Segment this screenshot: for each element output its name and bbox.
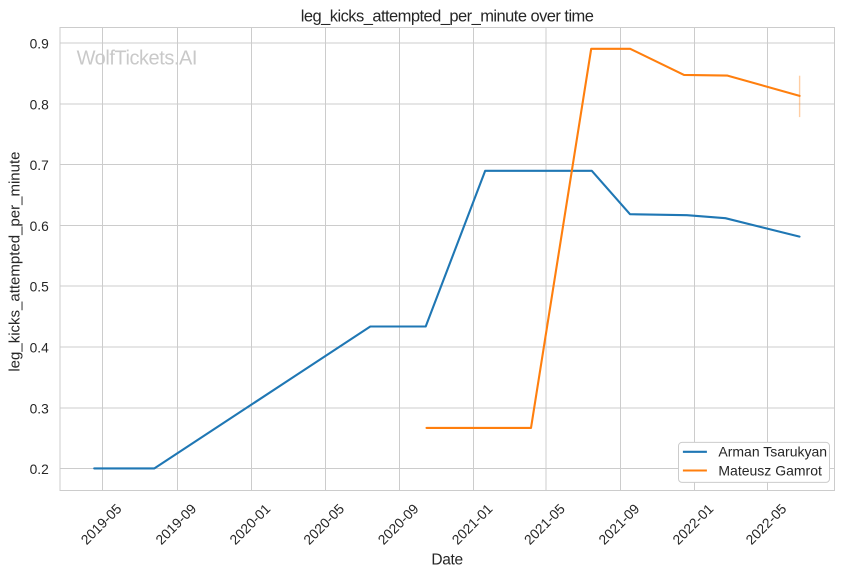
svg-text:0.5: 0.5 [30, 280, 50, 295]
svg-text:WolfTickets.AI: WolfTickets.AI [77, 47, 197, 69]
svg-text:leg_kicks_attempted_per_minute: leg_kicks_attempted_per_minute [7, 152, 24, 372]
svg-text:Arman Tsarukyan: Arman Tsarukyan [718, 444, 827, 460]
svg-text:0.6: 0.6 [30, 219, 50, 234]
svg-text:Date: Date [431, 552, 463, 569]
svg-text:0.2: 0.2 [30, 462, 49, 477]
svg-text:leg_kicks_attempted_per_minute: leg_kicks_attempted_per_minute over time [301, 7, 594, 25]
svg-text:Mateusz Gamrot: Mateusz Gamrot [718, 462, 822, 478]
svg-text:0.7: 0.7 [30, 158, 49, 173]
svg-text:0.4: 0.4 [30, 341, 50, 356]
svg-text:0.3: 0.3 [30, 401, 50, 416]
svg-text:0.9: 0.9 [30, 37, 50, 52]
svg-text:0.8: 0.8 [30, 97, 50, 112]
